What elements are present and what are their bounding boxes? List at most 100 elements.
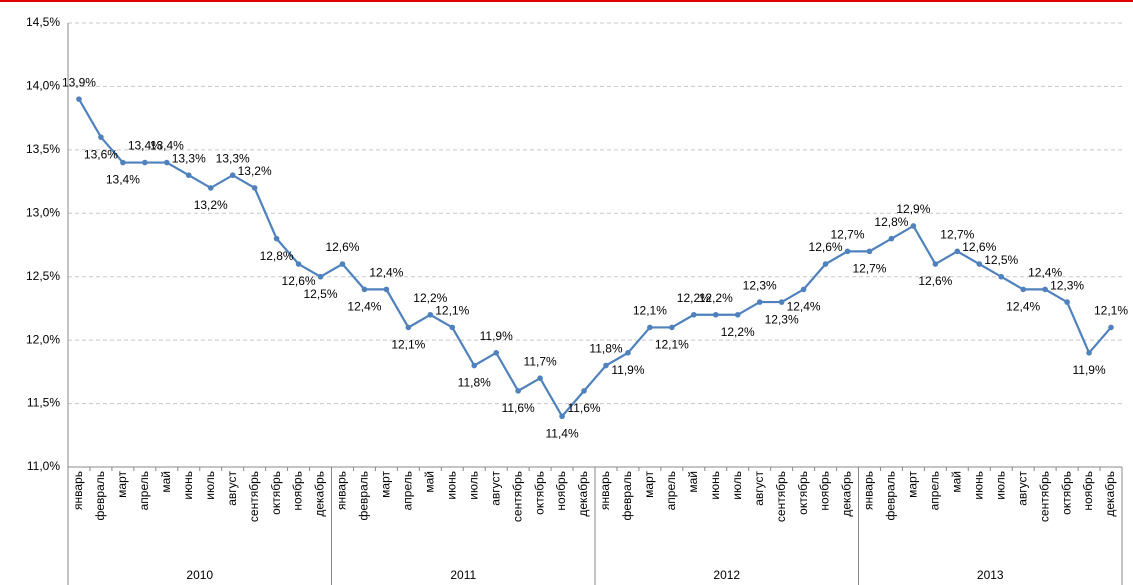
- x-tick-label: сентябрь: [510, 471, 524, 522]
- data-label: 12,1%: [435, 304, 469, 318]
- x-tick-label: май: [422, 471, 436, 493]
- point: [625, 350, 631, 356]
- point: [954, 248, 961, 255]
- x-tick-label: январь: [335, 471, 349, 510]
- data-label: 11,6%: [567, 401, 600, 415]
- data-label: 12,2%: [699, 291, 733, 305]
- x-tick-label: декабрь: [313, 471, 327, 517]
- data-label: 12,6%: [282, 274, 316, 288]
- data-label: 13,3%: [172, 151, 206, 165]
- x-tick-label: май: [949, 471, 963, 493]
- point: [185, 172, 192, 179]
- point: [295, 261, 302, 267]
- point: [493, 350, 499, 356]
- point: [120, 159, 126, 166]
- x-tick-label: апрель: [664, 471, 678, 510]
- point: [1020, 286, 1026, 293]
- point: [998, 273, 1005, 280]
- y-tick-label: 12,0%: [26, 332, 60, 346]
- y-tick-label: 11,0%: [27, 459, 60, 473]
- group-label: 2011: [450, 568, 476, 582]
- point: [734, 311, 741, 318]
- data-label: 13,2%: [238, 164, 272, 178]
- x-tick-label: апрель: [137, 471, 151, 510]
- y-tick-label: 14,0%: [26, 79, 60, 93]
- data-label: 11,8%: [589, 342, 622, 356]
- x-tick-label: ноябрь: [291, 471, 305, 511]
- x-tick-label: апрель: [401, 471, 415, 510]
- data-label: 12,2%: [413, 291, 447, 305]
- x-tick-label: июль: [466, 471, 480, 500]
- data-label: 12,7%: [852, 262, 886, 276]
- point: [317, 273, 324, 280]
- data-label: 12,2%: [721, 325, 755, 339]
- data-label: 12,6%: [962, 240, 996, 254]
- data-label: 13,9%: [62, 75, 96, 89]
- point: [756, 299, 763, 305]
- data-label: 12,7%: [831, 228, 865, 242]
- data-label: 12,4%: [347, 300, 381, 314]
- data-label: 12,1%: [633, 304, 667, 318]
- point: [559, 413, 565, 420]
- point: [932, 261, 939, 267]
- x-tick-label: январь: [862, 471, 876, 510]
- x-tick-label: август: [488, 471, 502, 506]
- x-tick-label: октябрь: [532, 471, 546, 515]
- data-label: 12,1%: [655, 338, 689, 352]
- x-tick-label: февраль: [93, 471, 107, 521]
- x-tick-label: март: [115, 471, 129, 498]
- point: [603, 362, 609, 369]
- point: [691, 311, 697, 318]
- x-tick-label: июнь: [444, 471, 458, 500]
- data-label: 11,9%: [480, 329, 513, 343]
- point: [669, 324, 675, 331]
- x-tick-label: сентябрь: [247, 471, 261, 522]
- data-label: 12,3%: [765, 312, 799, 326]
- x-tick-label: февраль: [884, 471, 898, 521]
- point: [427, 311, 434, 318]
- data-label: 11,4%: [545, 426, 578, 440]
- point: [800, 286, 807, 293]
- point: [383, 286, 390, 293]
- x-tick-label: июнь: [971, 471, 985, 500]
- data-label: 13,4%: [150, 139, 184, 153]
- x-tick-label: октябрь: [796, 471, 810, 515]
- point: [471, 362, 478, 369]
- point: [537, 375, 543, 382]
- x-tick-label: август: [225, 471, 239, 506]
- data-label: 12,4%: [1028, 266, 1062, 280]
- x-tick-label: август: [752, 471, 766, 506]
- x-tick-label: март: [906, 471, 920, 498]
- point: [339, 261, 346, 267]
- data-label: 13,2%: [194, 198, 228, 212]
- x-tick-label: ноябрь: [554, 471, 568, 511]
- x-tick-label: май: [686, 471, 700, 493]
- x-tick-label: февраль: [357, 471, 371, 521]
- data-label: 12,6%: [918, 274, 952, 288]
- group-label: 2013: [977, 568, 1004, 582]
- x-tick-label: июль: [730, 471, 744, 500]
- data-label: 13,4%: [106, 173, 140, 187]
- data-label: 13,4%: [128, 139, 162, 153]
- point: [581, 388, 587, 394]
- x-tick-label: декабрь: [840, 471, 854, 517]
- y-tick-label: 13,5%: [26, 142, 60, 156]
- data-label: 12,1%: [1094, 304, 1128, 318]
- y-tick-label: 11,5%: [27, 396, 60, 410]
- point: [1108, 324, 1114, 331]
- data-label: 12,5%: [984, 253, 1018, 267]
- group-label: 2010: [186, 568, 213, 582]
- data-label: 11,6%: [502, 401, 535, 415]
- point: [1064, 299, 1070, 305]
- data-label: 12,2%: [677, 291, 711, 305]
- point: [449, 324, 456, 331]
- point: [405, 324, 412, 331]
- x-tick-label: декабрь: [576, 471, 590, 517]
- x-tick-label: май: [159, 471, 173, 493]
- x-tick-label: ноябрь: [818, 471, 832, 511]
- point: [1086, 350, 1092, 356]
- point: [712, 311, 719, 318]
- x-tick-label: июнь: [181, 471, 195, 500]
- point: [822, 261, 829, 267]
